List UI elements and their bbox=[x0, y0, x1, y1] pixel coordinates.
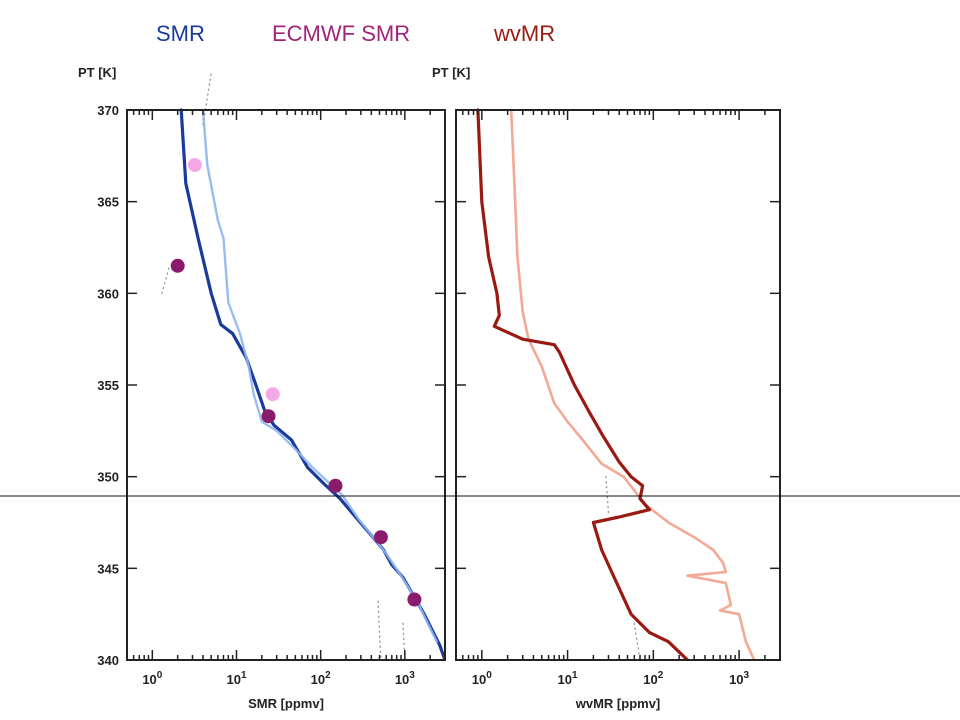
right-xtick-label: 101 bbox=[558, 670, 578, 687]
legend-wvmr: wvMR bbox=[493, 21, 555, 46]
left-series-line bbox=[161, 265, 171, 294]
left-ytick-label: 350 bbox=[97, 470, 119, 485]
left-series-line bbox=[179, 108, 445, 660]
right-series-line bbox=[605, 476, 610, 514]
left-ytick-label: 345 bbox=[97, 561, 119, 576]
left-ecmwf-marker bbox=[407, 592, 422, 607]
right-series-line bbox=[509, 108, 756, 660]
left-ylabel: PT [K] bbox=[78, 65, 116, 80]
left-xtick-label: 102 bbox=[311, 670, 331, 687]
right-series-line bbox=[633, 622, 641, 660]
left-plot-frame bbox=[126, 109, 446, 661]
left-ytick-label: 355 bbox=[97, 378, 119, 393]
left-ecmwf-marker bbox=[261, 409, 276, 424]
right-ylabel: PT [K] bbox=[432, 65, 470, 80]
left-ytick-label: 360 bbox=[97, 286, 119, 301]
left-axes: 340 345 350 355 360 365 370 100 101 102 103 bbox=[97, 103, 446, 687]
left-ecmwf-marker bbox=[170, 258, 185, 273]
left-ecmwf-marker bbox=[265, 387, 280, 402]
legend-smr: SMR bbox=[156, 21, 205, 46]
left-ecmwf-marker bbox=[187, 158, 202, 172]
left-xtick-label: 101 bbox=[226, 670, 246, 687]
left-series-line bbox=[202, 72, 212, 126]
left-xtick-label: 100 bbox=[142, 670, 162, 687]
left-ecmwf-marker bbox=[373, 530, 388, 545]
right-axes: 100 101 102 103 bbox=[455, 109, 781, 687]
right-xtick-label: 103 bbox=[729, 670, 749, 687]
left-ecmwf-marker bbox=[328, 478, 343, 493]
left-xlabel: SMR [ppmv] bbox=[248, 696, 324, 711]
smr-panel: PT [K] 340 345 350 355 360 365 370 100 101 102 103… bbox=[78, 65, 446, 711]
legend-ecmwf-smr: ECMWF SMR bbox=[272, 21, 410, 46]
right-series-line bbox=[476, 108, 690, 660]
left-series-line bbox=[201, 108, 438, 643]
left-series-line bbox=[377, 600, 382, 660]
left-ytick-label: 365 bbox=[97, 195, 119, 210]
right-plot-frame bbox=[455, 109, 781, 661]
wvmr-panel: PT [K] 100 101 102 103 wvMR [ppmv] bbox=[432, 65, 781, 711]
left-data-layer bbox=[161, 72, 445, 660]
right-xlabel: wvMR [ppmv] bbox=[575, 696, 661, 711]
left-xtick-label: 103 bbox=[395, 670, 415, 687]
left-ytick-label: 340 bbox=[97, 653, 119, 668]
right-xtick-label: 102 bbox=[643, 670, 663, 687]
right-data-layer bbox=[476, 108, 756, 660]
left-ytick-label: 370 bbox=[97, 103, 119, 118]
right-xtick-label: 100 bbox=[472, 670, 492, 687]
